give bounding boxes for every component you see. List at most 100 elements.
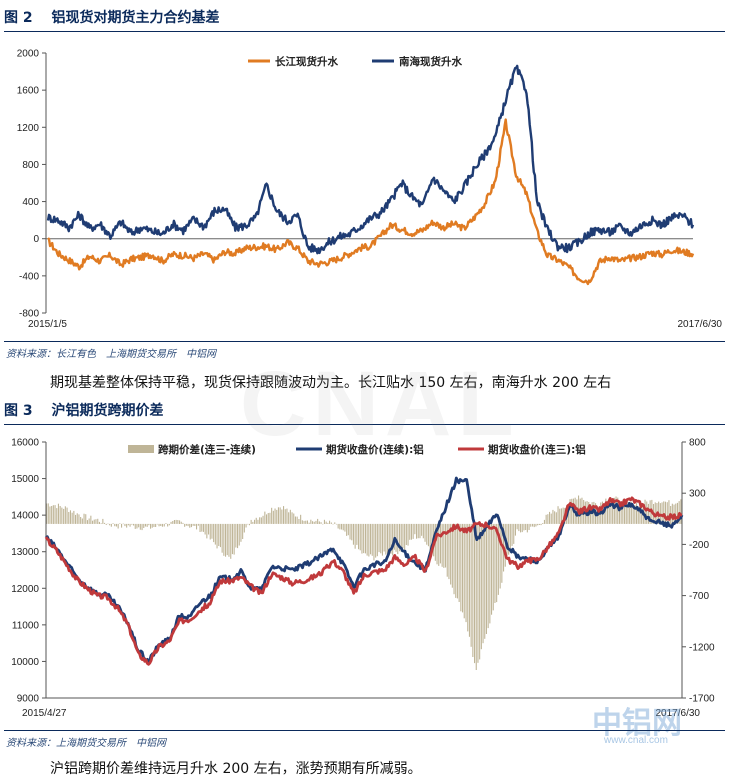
spread-bar bbox=[446, 523, 448, 577]
spread-bar bbox=[277, 507, 279, 524]
spread-bar bbox=[436, 523, 438, 565]
spread-bar bbox=[479, 523, 481, 660]
spread-bar bbox=[417, 523, 419, 539]
spread-bar bbox=[347, 523, 349, 536]
spread-bar bbox=[199, 523, 201, 532]
spread-bar bbox=[554, 511, 556, 524]
spread-bar bbox=[383, 523, 385, 552]
spread-bar bbox=[603, 503, 605, 524]
spread-bar bbox=[543, 519, 545, 524]
left-tick-label: 10000 bbox=[11, 657, 39, 668]
spread-bar bbox=[190, 523, 192, 528]
spread-bar bbox=[129, 523, 131, 527]
spread-bar bbox=[378, 523, 380, 553]
spread-bar bbox=[354, 523, 356, 549]
spread-bar bbox=[474, 523, 476, 664]
spread-bar bbox=[155, 523, 157, 527]
spread-bar bbox=[85, 514, 87, 524]
spread-bar bbox=[453, 523, 455, 595]
spread-bar bbox=[250, 519, 252, 524]
spread-bar bbox=[511, 523, 513, 546]
spread-bar bbox=[150, 523, 152, 529]
figure-3-header: 图 3 沪铝期货跨期价差 bbox=[4, 397, 725, 423]
spread-bar bbox=[375, 523, 377, 558]
spread-bar bbox=[339, 523, 341, 530]
spread-bar bbox=[405, 523, 407, 545]
spread-bar bbox=[538, 523, 540, 525]
spread-bar bbox=[533, 523, 535, 528]
spread-bar bbox=[465, 523, 467, 623]
spread-bar bbox=[192, 523, 194, 526]
legend-label: 长江现货升水 bbox=[275, 55, 338, 68]
spread-bar bbox=[105, 523, 107, 525]
spread-bar bbox=[593, 501, 595, 524]
spread-bar bbox=[272, 510, 274, 524]
figure-3-bottom-rule bbox=[4, 730, 725, 731]
right-tick-label: -1700 bbox=[689, 694, 715, 705]
legend-label: 跨期价差(连三-连续) bbox=[158, 443, 256, 456]
spread-bar bbox=[327, 522, 329, 524]
spread-bar bbox=[98, 521, 100, 524]
spread-bar bbox=[318, 521, 320, 524]
spread-bar bbox=[211, 523, 213, 539]
spread-bar bbox=[520, 523, 522, 533]
spread-bar bbox=[467, 523, 469, 632]
spread-bar bbox=[409, 523, 411, 540]
spread-bar bbox=[632, 507, 634, 524]
spread-bar bbox=[179, 520, 181, 524]
spread-bar bbox=[158, 523, 160, 527]
spread-bar bbox=[71, 512, 73, 524]
spread-bar bbox=[598, 506, 600, 524]
spread-bar bbox=[560, 508, 562, 524]
spread-bar bbox=[320, 522, 322, 524]
spread-bar bbox=[78, 514, 80, 524]
spread-bar bbox=[540, 523, 542, 526]
spread-bar bbox=[104, 522, 106, 524]
spread-bar bbox=[266, 514, 268, 524]
spread-bar bbox=[127, 523, 129, 526]
spread-bar bbox=[139, 523, 141, 530]
spread-bar bbox=[122, 523, 124, 525]
spread-bar bbox=[243, 523, 245, 533]
y-tick-label: 0 bbox=[33, 234, 39, 245]
spread-bar bbox=[54, 505, 56, 524]
spread-bar bbox=[559, 508, 561, 524]
spread-bar bbox=[298, 519, 300, 524]
spread-bar bbox=[92, 520, 94, 524]
spread-bar bbox=[504, 523, 506, 567]
figure-2-title-rule bbox=[4, 31, 725, 32]
spread-bar bbox=[421, 523, 423, 536]
spread-bar bbox=[380, 523, 382, 554]
spread-bar bbox=[613, 497, 615, 524]
spread-bar bbox=[93, 519, 95, 524]
spread-bar bbox=[482, 523, 484, 644]
spread-bar bbox=[264, 511, 266, 524]
spread-bar bbox=[416, 523, 418, 539]
y-tick-label: -400 bbox=[19, 271, 39, 282]
spread-bar bbox=[468, 523, 470, 637]
spread-bar bbox=[131, 523, 133, 525]
spread-bar bbox=[255, 517, 257, 524]
spread-bar bbox=[218, 523, 220, 546]
figure-2-commentary: 期现基差整体保持平稳，现货保持跟随波动为主。长江贴水 150 左右，南海升水 2… bbox=[50, 375, 612, 391]
spread-bar bbox=[373, 523, 375, 561]
spread-bar bbox=[206, 523, 208, 539]
spread-bar bbox=[451, 523, 453, 588]
x-end-label: 2017/6/30 bbox=[678, 319, 723, 330]
spread-bar bbox=[492, 523, 494, 611]
spread-bar bbox=[175, 519, 177, 524]
spread-bar bbox=[445, 523, 447, 568]
spread-bar bbox=[107, 523, 109, 525]
spread-bar bbox=[608, 499, 610, 524]
spread-bar bbox=[237, 523, 239, 549]
x-start-label: 2015/4/27 bbox=[22, 708, 67, 718]
spread-bar bbox=[647, 503, 649, 524]
spread-bar bbox=[385, 523, 387, 555]
spread-bar bbox=[462, 523, 464, 613]
spread-bar bbox=[371, 523, 373, 556]
spread-bar bbox=[109, 523, 111, 526]
spread-bar bbox=[306, 520, 308, 524]
spread-bar bbox=[163, 523, 165, 527]
spread-bar bbox=[625, 501, 627, 524]
